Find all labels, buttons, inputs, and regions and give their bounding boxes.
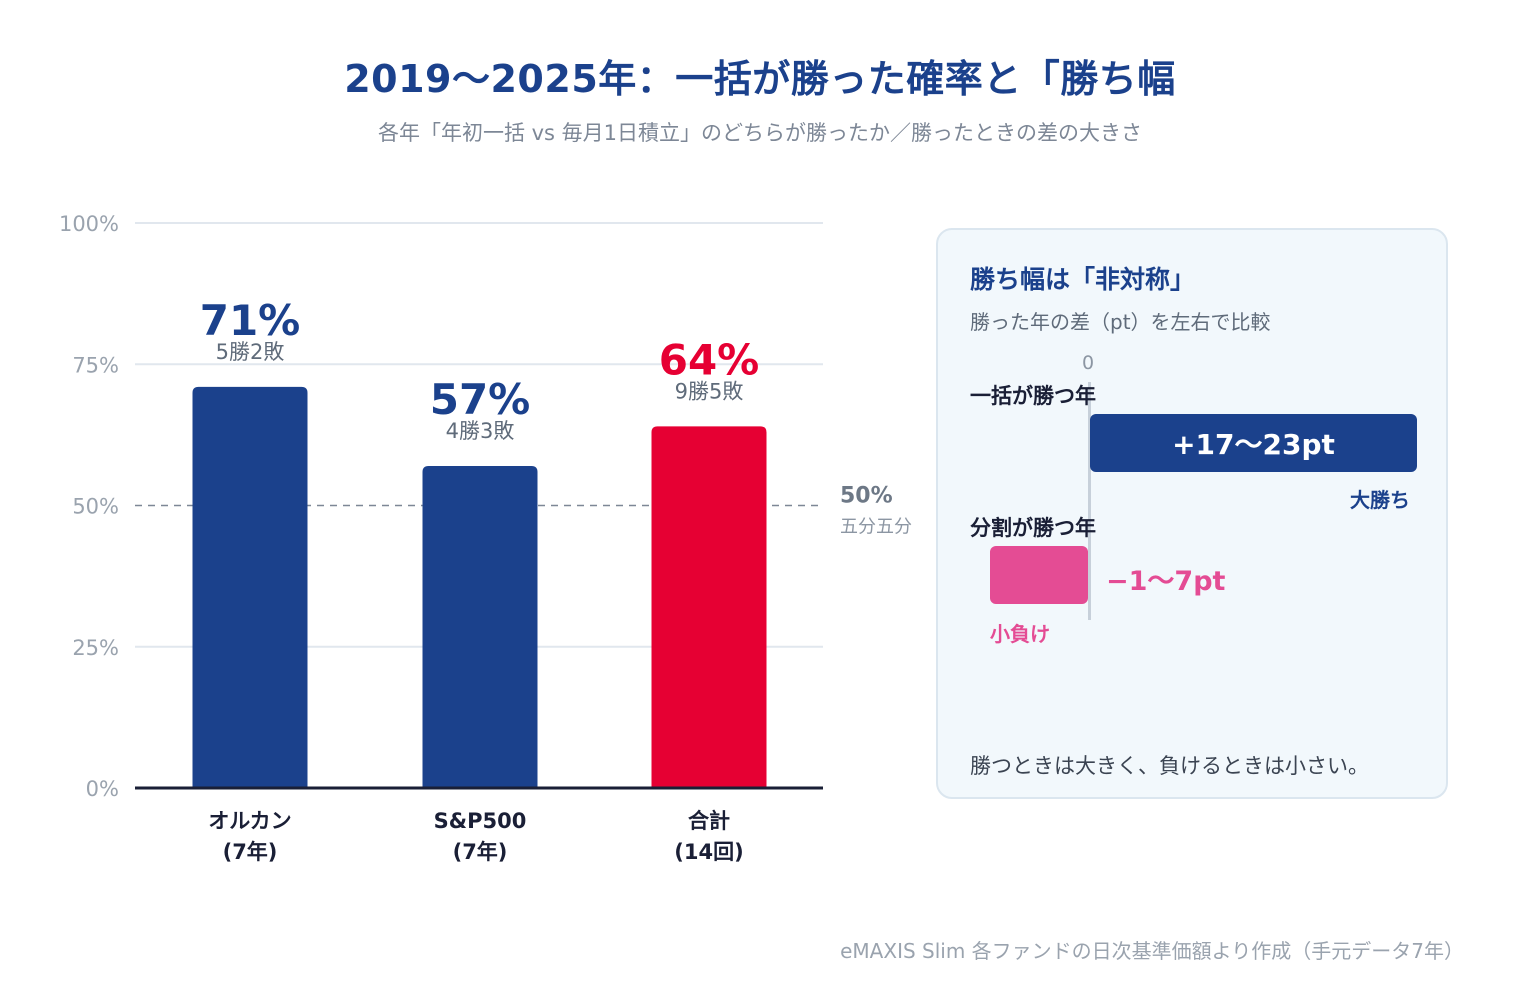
- panel-note: 勝つときは大きく、負けるときは小さい。: [970, 754, 1369, 778]
- bar: [192, 386, 308, 788]
- bar: [422, 465, 538, 788]
- y-tick-label: 50%: [72, 495, 119, 519]
- positive-margin-tag: 大勝ち: [1350, 488, 1410, 512]
- bar: [651, 426, 767, 788]
- x-tick-sublabel: (14回): [674, 840, 743, 864]
- x-tick-label: S&P500: [434, 809, 527, 833]
- x-tick-label: オルカン: [208, 809, 291, 833]
- x-tick-sublabel: (7年): [223, 840, 278, 864]
- record-label: 9勝5敗: [675, 379, 744, 403]
- negative-margin-value: −1〜7pt: [1106, 566, 1226, 597]
- y-tick-label: 75%: [72, 353, 119, 377]
- y-tick-label: 100%: [59, 212, 119, 236]
- asymmetry-panel: 勝ち幅は「非対称」 勝った年の差（pt）を左右で比較 0 一括が勝つ年 +17〜…: [936, 228, 1448, 799]
- source-note: eMAXIS Slim 各ファンドの日次基準価額より作成（手元データ7年）: [840, 939, 1464, 963]
- zero-axis-label: 0: [1082, 352, 1095, 374]
- chart-title: 2019〜2025年：一括が勝った確率と「勝ち幅: [344, 57, 1176, 101]
- record-label: 4勝3敗: [446, 419, 515, 443]
- chart-subtitle: 各年「年初一括 vs 毎月1日積立」のどちらが勝ったか／勝ったときの差の大きさ: [377, 121, 1143, 145]
- zero-axis-line: [1088, 382, 1091, 620]
- record-label: 5勝2敗: [216, 340, 285, 364]
- negative-margin-bar: [990, 546, 1088, 604]
- y-tick-label: 0%: [86, 777, 119, 801]
- panel-subtitle: 勝った年の差（pt）を左右で比較: [970, 310, 1271, 334]
- y-tick-label: 25%: [72, 636, 119, 660]
- value-label: 57%: [430, 375, 531, 424]
- x-tick-sublabel: (7年): [453, 840, 508, 864]
- negative-margin-tag: 小負け: [990, 622, 1050, 646]
- reference-line-label: 50%: [840, 484, 893, 509]
- panel-title: 勝ち幅は「非対称」: [970, 265, 1196, 294]
- x-tick-label: 合計: [688, 809, 730, 833]
- positive-margin-bar: +17〜23pt: [1090, 414, 1417, 472]
- value-label: 64%: [659, 335, 760, 384]
- value-label: 71%: [200, 296, 301, 345]
- positive-row-label: 一括が勝つ年: [970, 384, 1096, 408]
- reference-line-sublabel: 五分五分: [840, 517, 912, 538]
- negative-row-label: 分割が勝つ年: [970, 516, 1096, 540]
- positive-margin-value: +17〜23pt: [1172, 428, 1335, 461]
